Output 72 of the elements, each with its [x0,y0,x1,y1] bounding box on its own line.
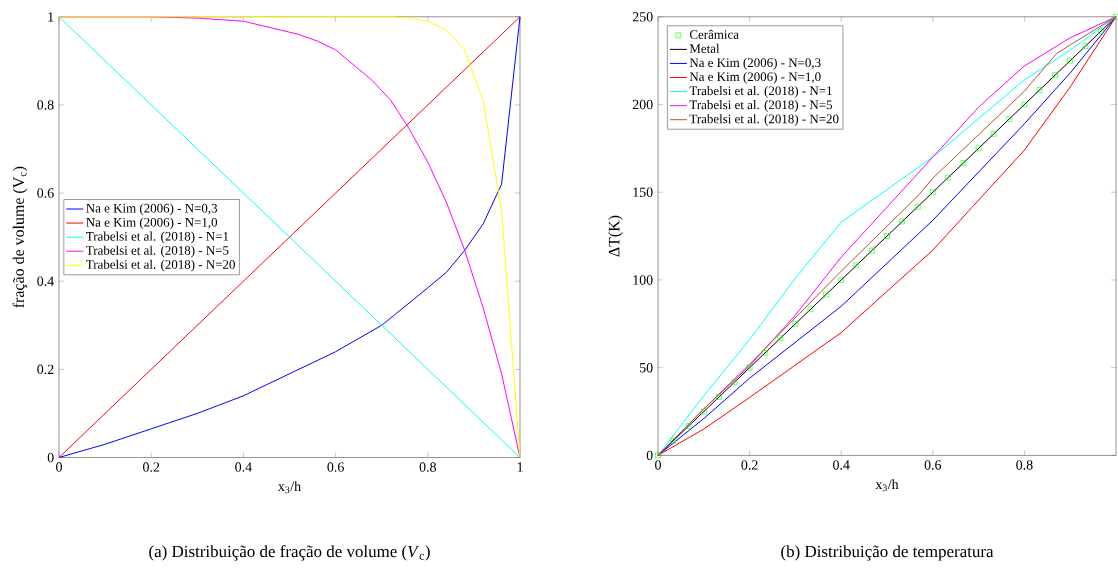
point [1113,14,1118,20]
y-tick-label: 0 [646,450,653,461]
point [792,321,799,327]
point [1067,57,1073,64]
x-tick-label: 0.6 [924,460,942,470]
x-tick-label: 0.6 [327,462,344,472]
legend-label: Trabelsi et al. (2018) - N=20 [689,114,839,126]
legend-label: Trabelsi et al. (2018) - N=5 [86,245,229,258]
point [990,131,997,137]
point [777,335,784,342]
legend-label: Na e Kim (2006) - N=0,3 [86,203,218,216]
y-tick-label: 0.8 [37,100,54,110]
x-tick-label: 0.2 [741,460,758,470]
point [761,350,768,356]
x-tick-label: 0 [655,460,661,470]
point [1052,72,1058,78]
y-tick-label: 150 [633,187,653,197]
point [1036,87,1043,93]
legend-label: Trabelsi et al. (2018) - N=5 [689,100,833,112]
point [1098,28,1104,35]
x-axis-title: x$_{3}$/h [875,479,899,492]
y-tick-label: 250 [632,12,653,22]
y-tick-label: 0.2 [37,364,54,375]
point [685,423,692,429]
legend-label: Trabelsi et al. (2018) - N=1 [689,86,832,98]
point [930,189,936,196]
point [838,277,844,283]
point [701,408,707,415]
point [960,160,967,166]
legend-label: Metal [689,43,720,53]
point [655,452,661,459]
point [899,218,905,225]
x-tick-label: 0.2 [143,462,160,472]
point [869,247,875,254]
x-tick-label: 0.4 [235,462,252,472]
text: (a) Distribuição de fração de volume (V$_{c}$) [149,545,430,561]
x-tick-label: 0 [56,462,62,472]
point [884,233,890,239]
text: (b) Distribuição de temperatura [781,545,994,561]
x-axis-title: x$_{3}$/h [278,481,301,494]
x-tick-label: 0.4 [833,460,850,470]
point [1006,116,1013,122]
point [1082,43,1089,49]
point [853,262,860,269]
x-tick-label: 0.8 [419,462,436,472]
point [1021,101,1028,108]
point [945,174,951,181]
legend-label: Na e Kim (2006) - N=1,0 [689,71,821,84]
y-tick-label: 0.4 [37,276,54,286]
legend-label: Na e Kim (2006) - N=0,3 [689,57,821,70]
y-tick-label: 0 [47,452,54,463]
point [914,204,921,210]
x-tick-label: 0.8 [1016,460,1033,470]
point [716,394,722,400]
legend-label: Trabelsi et al. (2018) - N=1 [86,231,229,244]
point [823,291,829,298]
y-tick-label: 1 [48,12,54,22]
y-axis-title: fração de volume (V$_{c}$) [12,166,28,308]
point [670,438,676,444]
y-tick-label: 100 [633,275,653,285]
y-tick-label: 50 [640,362,653,373]
legend-label: Trabelsi et al. (2018) - N=20 [86,259,235,272]
point [975,145,982,152]
legend-label: Cerâmica [689,29,739,39]
y-tick-label: 0.6 [37,188,54,198]
point [731,379,738,386]
point [746,364,753,371]
point [807,306,814,313]
y-tick-label: 200 [632,99,653,110]
y-axis-title: ΔT(K) [608,215,623,257]
legend-label: Na e Kim (2006) - N=1,0 [86,217,218,230]
x-tick-label: 1 [517,462,523,472]
